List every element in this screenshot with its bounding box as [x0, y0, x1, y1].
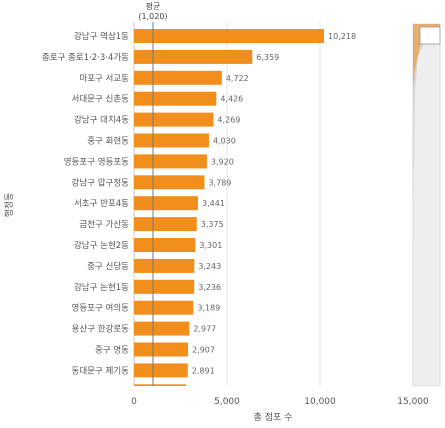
- bar[interactable]: [134, 133, 209, 148]
- x-axis-ticks: 0 5,000 10,000 15,000: [131, 397, 429, 407]
- value-label: 3,375: [201, 220, 224, 229]
- category-label: 영등포구 여의동: [72, 303, 130, 314]
- category-label: 강남구 역삼1동: [74, 31, 129, 42]
- bar[interactable]: [134, 321, 190, 336]
- value-label: 3,920: [211, 157, 234, 166]
- category-label: 중구 신당동: [87, 261, 129, 272]
- scrollbar-thumb[interactable]: [419, 26, 441, 45]
- value-label: 2,907: [192, 346, 215, 355]
- bar[interactable]: [134, 154, 207, 169]
- category-label: 동대문구 제기동: [72, 366, 130, 376]
- average-label: 평균: [146, 1, 161, 11]
- category-label: 중구 명동: [95, 345, 129, 356]
- bar[interactable]: [134, 196, 199, 211]
- bar[interactable]: [134, 363, 188, 378]
- category-label: 마포구 서교동: [79, 74, 129, 84]
- category-label: 서대문구 신촌동: [72, 95, 130, 105]
- x-tick-label: 5,000: [214, 397, 240, 407]
- category-label: 용산구 한강로동: [72, 324, 130, 335]
- x-tick-label: 15,000: [397, 397, 429, 407]
- average-value-label: (1,020): [138, 12, 167, 21]
- value-label: 2,977: [193, 325, 216, 334]
- value-labels: 10,218 6,359 4,722 4,426 4,269 4,030 3,920 3,78…: [192, 32, 356, 375]
- bar[interactable]: [134, 49, 253, 64]
- value-label: 4,030: [213, 137, 236, 146]
- category-label: 강남구 논현1동: [74, 282, 129, 293]
- scrollbar-track[interactable]: [412, 23, 441, 387]
- category-label: 강남구 압구정동: [72, 177, 130, 188]
- bar[interactable]: [134, 238, 196, 252]
- bar[interactable]: [134, 91, 217, 106]
- value-label: 3,243: [198, 262, 221, 271]
- bar[interactable]: [134, 258, 195, 273]
- bar[interactable]: [134, 112, 214, 127]
- value-label: 3,789: [208, 178, 231, 187]
- value-label: 4,426: [220, 95, 243, 104]
- category-label: 강남구 논현2동: [74, 240, 129, 251]
- value-label: 3,236: [198, 283, 221, 292]
- bar[interactable]: [134, 300, 194, 315]
- value-label: 3,441: [202, 199, 225, 208]
- bar[interactable]: [134, 29, 325, 43]
- x-axis-title: 총 점포 수: [254, 411, 293, 423]
- value-label: 3,301: [199, 241, 222, 250]
- category-label: 서초구 반포4동: [74, 198, 129, 209]
- category-label: 종로구 종로1·2·3·4가동: [42, 53, 129, 63]
- value-label: 6,359: [256, 53, 279, 62]
- y-axis-title: 행정동: [3, 193, 15, 218]
- bar[interactable]: [134, 70, 222, 85]
- bar[interactable]: [134, 175, 205, 190]
- category-label: 강남구 대치4동: [74, 115, 129, 126]
- overview-scrollbar[interactable]: [412, 23, 441, 387]
- bar[interactable]: [134, 384, 187, 398]
- value-label: 10,218: [328, 32, 356, 41]
- category-label: 중구 회현동: [87, 137, 129, 147]
- bar[interactable]: [134, 342, 189, 357]
- category-label: 영등포구 영등포동: [64, 156, 129, 167]
- value-label: 2,891: [192, 366, 215, 375]
- x-tick-label: 10,000: [304, 397, 336, 407]
- category-label: 금천구 가산동: [79, 219, 129, 230]
- value-label: 4,269: [217, 116, 240, 125]
- bar-series: [134, 29, 325, 398]
- bar[interactable]: [134, 279, 195, 294]
- bar[interactable]: [134, 217, 197, 232]
- x-tick-label: 0: [131, 397, 137, 407]
- value-label: 4,722: [226, 74, 249, 83]
- value-label: 3,189: [197, 304, 220, 313]
